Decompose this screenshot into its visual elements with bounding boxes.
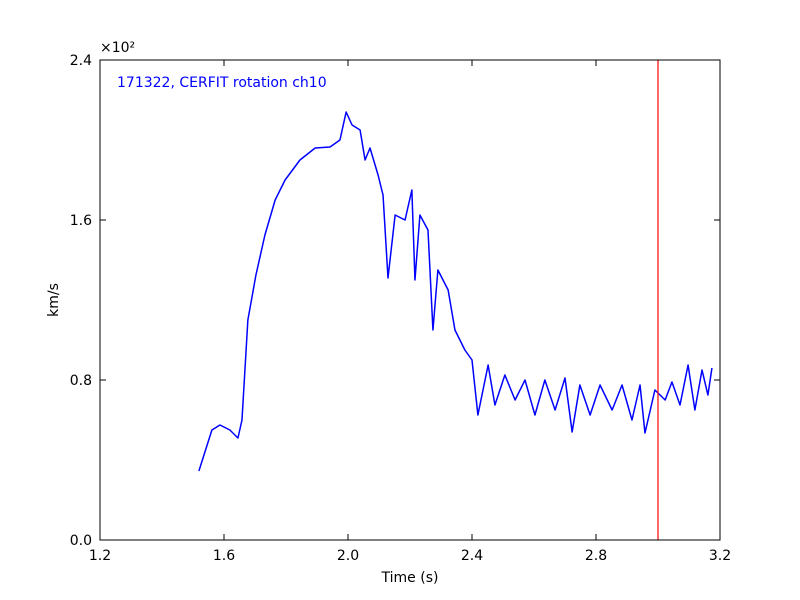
x-tick-label: 1.2 — [89, 548, 111, 564]
y-tick-label: 1.6 — [70, 213, 92, 229]
plot-frame — [99, 59, 721, 541]
y-tick-label: 0.0 — [70, 533, 92, 549]
y-tick-label: 2.4 — [70, 53, 92, 69]
data-line — [198, 111, 713, 472]
y-offset-label: ×10² — [100, 40, 135, 56]
x-tick-label: 2.8 — [585, 548, 607, 564]
x-tick-label: 2.4 — [461, 548, 483, 564]
x-axis-label: Time (s) — [381, 570, 439, 586]
annotation: 171322, CERFIT rotation ch10 — [117, 75, 327, 91]
y-axis-label: km/s — [46, 283, 62, 317]
x-tick-label: 2.0 — [337, 548, 359, 564]
x-tick-label: 1.6 — [213, 548, 235, 564]
x-tick-label: 3.2 — [709, 548, 731, 564]
y-tick-label: 0.8 — [70, 373, 92, 389]
